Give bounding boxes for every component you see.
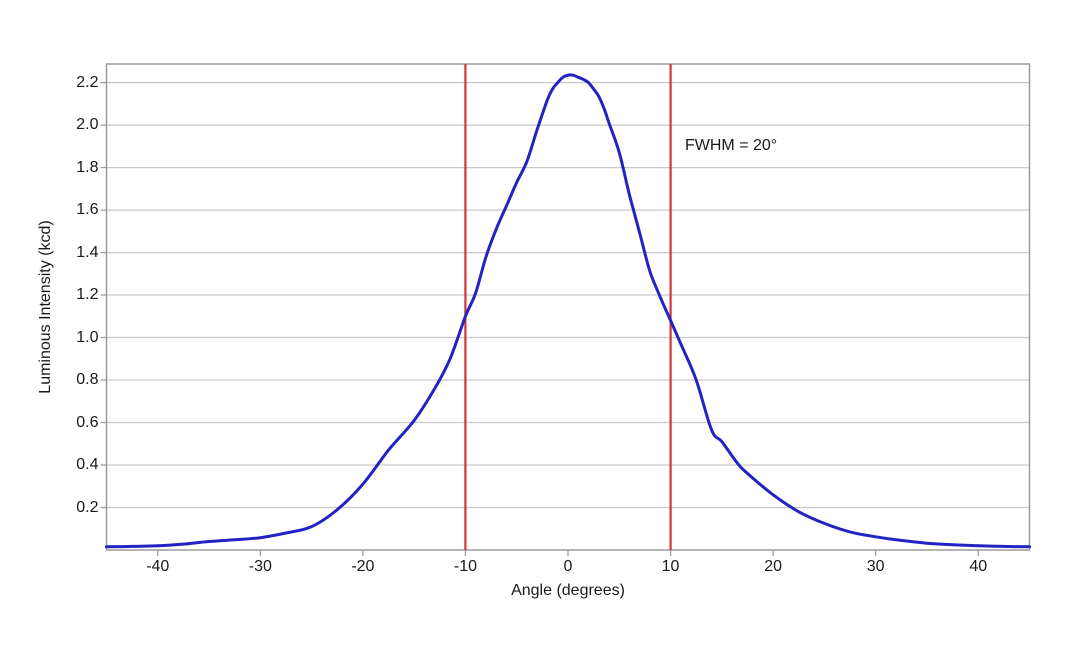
- y-tick-label: 0.4: [76, 456, 99, 474]
- x-tick-label: 30: [866, 558, 885, 575]
- y-tick-label: 1.0: [76, 328, 99, 346]
- y-tick-label: 1.6: [76, 201, 99, 219]
- y-axis-title: Luminous Intensity (kcd): [37, 220, 54, 394]
- x-tick-label: -40: [146, 558, 170, 575]
- y-tick-label: 1.8: [76, 158, 99, 176]
- plot-frame: [105, 63, 1031, 551]
- x-tick-label: -20: [351, 558, 375, 575]
- x-axis-title: Angle (degrees): [511, 582, 625, 599]
- y-tick-label: 0.8: [76, 371, 99, 389]
- y-tick-label: 0.2: [76, 498, 99, 516]
- luminous-intensity-curve: [105, 73, 1031, 549]
- x-tick-label: -30: [248, 558, 272, 575]
- x-tick-label: -10: [453, 558, 477, 575]
- x-tick-label: 20: [764, 558, 783, 575]
- y-tick-label: 1.4: [76, 243, 99, 261]
- y-tick-label: 2.0: [76, 116, 99, 134]
- x-tick-label: 10: [661, 558, 680, 575]
- x-tick-label: 0: [563, 558, 573, 575]
- y-tick-label: 1.2: [76, 286, 99, 304]
- y-tick-label: 2.2: [76, 73, 99, 91]
- fwhm-annotation: FWHM = 20°: [685, 137, 778, 154]
- x-tick-label: 40: [969, 558, 988, 575]
- y-tick-label: 0.6: [76, 413, 99, 431]
